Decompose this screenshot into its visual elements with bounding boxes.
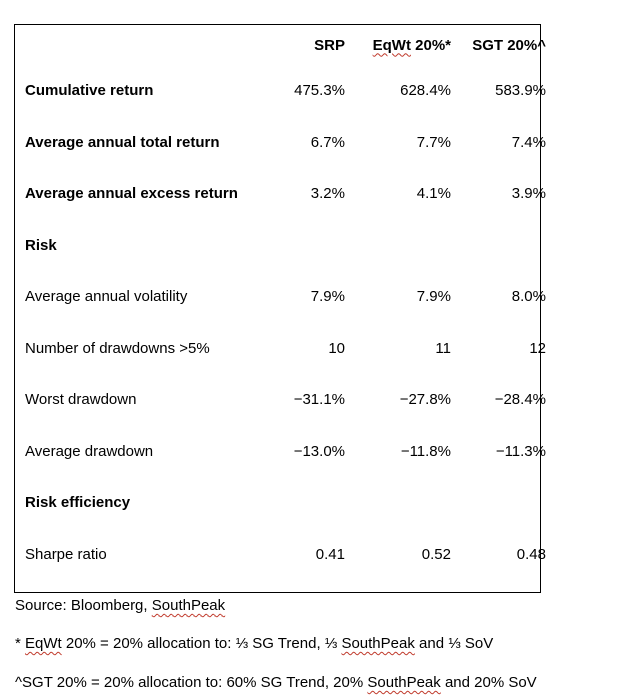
header-eqwt-main: EqWt [372,36,411,54]
section-label: Risk [25,236,57,254]
source-southpeak: SouthPeak [151,597,226,614]
cell-sgt: −28.4% [494,391,546,409]
cell-srp [265,477,345,529]
footnote-sgt-text1: ^SGT 20% = 20% allocation to: 60% SG Tre… [15,674,368,691]
header-sgt: SGT 20%^ [472,36,546,54]
cell-eqwt: 0.52 [421,545,451,563]
footnote-eqwt-text1: 20% = 20% allocation to: ⅓ SG Trend, ⅓ [61,635,342,652]
cell-srp: −31.1% [293,391,345,409]
footnote-sgt-text2: and 20% SoV [440,674,537,691]
row-label: Worst drawdown [25,391,137,409]
cell-srp: −13.0% [293,442,345,460]
table-row: Average drawdown −13.0% −11.8% −11.3% [14,426,546,478]
cell-sgt: 0.48 [516,545,546,563]
table-row: Average annual excess return 3.2% 4.1% 3… [14,168,546,220]
row-label: Average drawdown [25,442,154,460]
cell-sgt [451,220,546,272]
cell-eqwt: 7.7% [416,133,451,151]
row-label: Average annual total return [25,133,220,151]
section-row-risk-efficiency: Risk efficiency [14,477,546,529]
cell-srp: 7.9% [310,288,345,306]
cell-eqwt: 628.4% [400,82,451,100]
footnote-eqwt-star: * [15,635,26,652]
footnote-sgt-southpeak: SouthPeak [367,674,441,691]
cell-eqwt [345,477,451,529]
source-prefix: Source: Bloomberg, [15,597,152,614]
row-label: Number of drawdowns >5% [25,339,210,357]
table-body: Cumulative return 475.3% 628.4% 583.9% A… [14,65,546,580]
cell-srp: 10 [328,339,345,357]
table-row: Average annual total return 6.7% 7.7% 7.… [14,117,546,169]
footnote-eqwt-southpeak: SouthPeak [341,635,415,652]
cell-srp: 475.3% [294,82,345,100]
cell-srp [265,220,345,272]
header-eqwt-rest: 20%* [410,36,451,54]
comparison-table: SRP EqWt 20%* SGT 20%^ Cumulative return… [14,25,546,580]
footnote-eqwt-term: EqWt [25,635,62,652]
cell-sgt: 12 [529,339,546,357]
cell-sgt: 583.9% [495,82,546,100]
cell-eqwt: 4.1% [416,185,451,203]
table-row: Average annual volatility 7.9% 7.9% 8.0% [14,271,546,323]
table-row: Cumulative return 475.3% 628.4% 583.9% [14,65,546,117]
cell-eqwt [345,220,451,272]
row-label: Sharpe ratio [25,545,107,563]
cell-sgt: 8.0% [511,288,546,306]
cell-eqwt: 7.9% [416,288,451,306]
header-srp: SRP [314,36,345,54]
cell-srp: 3.2% [310,185,345,203]
row-label: Average annual volatility [25,288,188,306]
cell-eqwt: −27.8% [399,391,451,409]
footnote-sgt: ^SGT 20% = 20% allocation to: 60% SG Tre… [15,674,537,691]
cell-eqwt: −11.8% [400,442,451,460]
table-row: Sharpe ratio 0.41 0.52 0.48 [14,529,546,581]
cell-srp: 0.41 [315,545,345,563]
cell-srp: 6.7% [310,133,345,151]
cell-sgt: −11.3% [495,442,546,460]
section-row-risk: Risk [14,220,546,272]
comparison-table-frame: SRP EqWt 20%* SGT 20%^ Cumulative return… [14,24,546,593]
footnote-eqwt: * EqWt 20% = 20% allocation to: ⅓ SG Tre… [15,635,493,652]
header-eqwt: EqWt 20%* [345,25,451,65]
source-note: Source: Bloomberg, SouthPeak [15,597,225,614]
footnote-eqwt-text2: and ⅓ SoV [414,635,494,652]
table-row: Worst drawdown −31.1% −27.8% −28.4% [14,374,546,426]
table-header-row: SRP EqWt 20%* SGT 20%^ [14,25,546,65]
table-row: Number of drawdowns >5% 10 11 12 [14,323,546,375]
cell-sgt: 7.4% [511,133,546,151]
cell-eqwt: 11 [435,339,451,357]
section-label: Risk efficiency [25,494,131,512]
cell-sgt: 3.9% [511,185,546,203]
row-label: Average annual excess return [25,185,238,203]
cell-sgt [451,477,546,529]
header-blank [14,25,265,65]
row-label: Cumulative return [25,82,154,100]
